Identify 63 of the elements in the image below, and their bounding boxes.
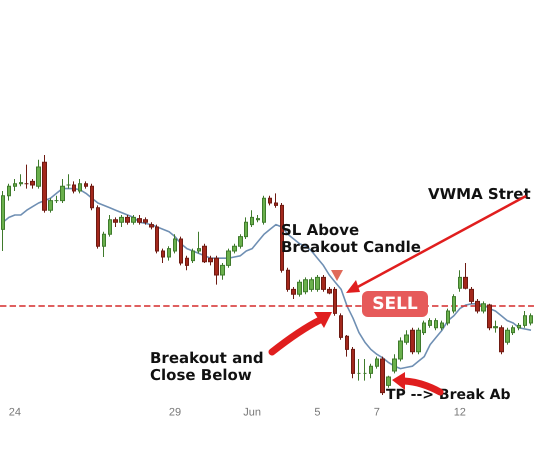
x-tick-label: 24	[8, 406, 21, 418]
candlestick	[119, 214, 124, 228]
candlestick	[458, 270, 462, 292]
candlestick	[90, 183, 94, 211]
candlestick	[268, 195, 272, 206]
candlestick	[351, 346, 355, 379]
candlestick	[523, 310, 527, 328]
candlestick	[179, 236, 183, 266]
candlestick	[446, 308, 450, 326]
candlestick	[517, 322, 521, 331]
candlestick	[131, 214, 136, 226]
candlestick	[66, 174, 71, 190]
candlestick	[428, 318, 432, 328]
candlestick	[440, 320, 444, 331]
candlestick	[7, 183, 11, 202]
candlestick	[357, 358, 361, 382]
candlestick	[96, 204, 100, 250]
candlestick	[161, 248, 165, 264]
candlestick	[1, 190, 5, 252]
candlestick	[452, 294, 456, 314]
candlestick	[375, 356, 379, 370]
candlestick	[250, 210, 254, 228]
x-tick-label: 12	[454, 406, 466, 418]
annotation: Breakout and Close Below	[150, 349, 265, 384]
candlestick	[84, 180, 88, 190]
candlestick	[197, 231, 201, 254]
candlestick	[481, 300, 486, 314]
candlestick	[499, 324, 504, 355]
candlestick	[72, 180, 76, 194]
candlestick	[102, 231, 106, 258]
candlestick	[493, 320, 498, 334]
candlestick	[386, 375, 391, 388]
candlestick	[108, 214, 112, 238]
candlestick	[529, 312, 533, 326]
candlestick	[78, 178, 82, 194]
candlestick	[13, 178, 17, 192]
candlestick	[345, 334, 349, 358]
x-tick-label: 7	[374, 406, 380, 418]
candlestick	[274, 192, 278, 208]
x-tick-label: 29	[168, 406, 182, 418]
candlestick	[191, 248, 195, 264]
candlestick	[256, 214, 260, 223]
candlestick	[363, 358, 367, 382]
candlestick	[339, 312, 343, 340]
candlestick	[380, 356, 385, 396]
x-tick-label: 5	[314, 406, 320, 418]
candlestick	[19, 174, 23, 187]
candlestick	[113, 216, 118, 228]
candlestick	[410, 327, 415, 355]
candlestick	[463, 262, 468, 290]
candlestick	[42, 154, 47, 214]
candlestick	[262, 195, 266, 226]
candlestick	[434, 318, 438, 331]
candlestick	[173, 234, 177, 254]
candlestick	[185, 255, 189, 271]
candlestick	[36, 159, 41, 190]
candlestick	[125, 214, 130, 226]
x-tick-label: Jun	[243, 406, 262, 418]
annotation: SELL	[362, 291, 428, 317]
candlestick	[487, 303, 492, 331]
annotation: VWMA Stret	[428, 185, 531, 203]
candlestick	[167, 246, 171, 262]
candlestick	[369, 363, 373, 379]
